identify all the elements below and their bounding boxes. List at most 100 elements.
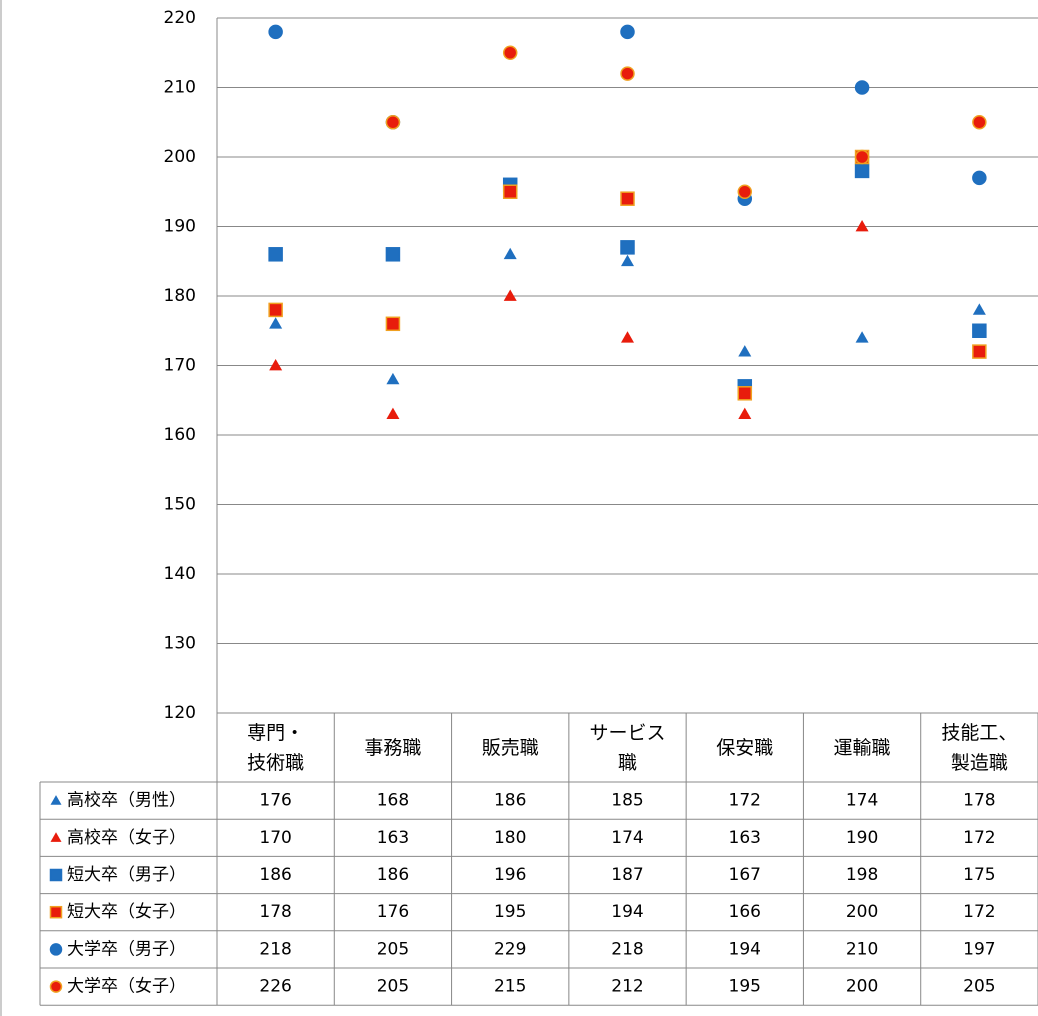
legend-label: 短大卒（女子） xyxy=(67,902,186,922)
marker xyxy=(737,386,753,401)
table-cell: 168 xyxy=(377,791,409,811)
table-cell: 176 xyxy=(377,902,409,922)
table-cell: 167 xyxy=(729,865,761,885)
table-cell: 175 xyxy=(963,865,995,885)
legend-entry: 大学卒（女子） xyxy=(49,977,186,997)
table-cell: 212 xyxy=(611,977,643,997)
marker xyxy=(972,344,987,359)
y-tick-label: 180 xyxy=(164,286,196,306)
marker xyxy=(386,407,400,420)
marker xyxy=(386,372,400,385)
legend-label: 大学卒（女子） xyxy=(67,977,186,997)
table-cell: 226 xyxy=(259,977,291,997)
marker xyxy=(385,316,401,332)
table-cell: 200 xyxy=(846,902,878,922)
table-cell: 205 xyxy=(963,977,995,997)
x-tick-label: 技能工、 製造職 xyxy=(941,721,1018,774)
y-tick-label: 190 xyxy=(164,217,196,237)
table-cell: 196 xyxy=(494,865,526,885)
y-tick-label: 160 xyxy=(164,425,196,445)
marker xyxy=(49,868,63,882)
legend-label: 高校卒（男性） xyxy=(67,791,186,811)
legend-label: 大学卒（男子） xyxy=(67,939,186,959)
marker xyxy=(854,80,870,95)
marker xyxy=(268,302,283,318)
marker xyxy=(620,66,635,81)
marker xyxy=(385,115,401,130)
y-tick-label: 150 xyxy=(164,495,196,515)
table-cell: 210 xyxy=(846,939,878,959)
marker xyxy=(972,303,986,315)
plot-area xyxy=(268,24,987,420)
table-cell: 174 xyxy=(611,828,643,848)
table-cell: 218 xyxy=(611,939,643,959)
table-cell: 187 xyxy=(611,865,643,885)
marker xyxy=(738,345,752,357)
y-tick-label: 130 xyxy=(164,634,196,654)
marker xyxy=(50,832,62,842)
x-tick-label: 事務職 xyxy=(364,736,422,759)
y-tick-label: 140 xyxy=(164,564,196,584)
table-cell: 176 xyxy=(259,791,291,811)
marker xyxy=(972,170,987,186)
legend-entry: 高校卒（女子） xyxy=(50,828,186,848)
table-cell: 172 xyxy=(963,902,995,922)
marker xyxy=(620,191,635,206)
table-cell: 205 xyxy=(377,977,409,997)
y-tick-label: 120 xyxy=(164,703,196,723)
marker xyxy=(854,149,870,165)
table-cell: 186 xyxy=(259,865,291,885)
marker xyxy=(50,795,62,805)
marker xyxy=(502,45,518,60)
marker xyxy=(855,220,869,232)
marker xyxy=(49,943,63,956)
marker xyxy=(620,240,635,255)
table-cell: 215 xyxy=(494,977,526,997)
marker xyxy=(620,24,635,40)
x-tick-label: 専門・ 技術職 xyxy=(247,721,305,774)
table-cell: 205 xyxy=(377,939,409,959)
table-cell: 198 xyxy=(846,865,878,885)
x-tick-label: 運輸職 xyxy=(833,736,891,759)
legend-label: 短大卒（男子） xyxy=(67,865,186,885)
legend-entry: 大学卒（男子） xyxy=(49,939,186,959)
marker xyxy=(49,905,63,919)
table-cell: 186 xyxy=(377,865,409,885)
table-cell: 186 xyxy=(494,791,526,811)
table-cell: 195 xyxy=(494,902,526,922)
table-cell: 185 xyxy=(611,791,643,811)
marker xyxy=(621,254,634,267)
y-tick-label: 200 xyxy=(164,147,196,167)
marker xyxy=(503,289,517,301)
table-cell: 190 xyxy=(846,828,878,848)
y-tick-label: 170 xyxy=(164,356,196,376)
table-cell: 195 xyxy=(729,977,761,997)
marker xyxy=(972,115,987,130)
marker xyxy=(268,247,283,262)
table-cell: 200 xyxy=(846,977,878,997)
y-tick-label: 210 xyxy=(164,78,196,98)
legend-entry: 短大卒（女子） xyxy=(49,902,186,922)
table-cell: 163 xyxy=(377,828,409,848)
marker xyxy=(854,163,870,179)
marker xyxy=(972,323,987,338)
legend-label: 高校卒（女子） xyxy=(67,828,186,848)
marker xyxy=(268,24,283,40)
table-cell: 178 xyxy=(259,902,291,922)
legend-entry: 短大卒（男子） xyxy=(49,865,186,885)
table-cell: 178 xyxy=(963,791,995,811)
table-cell: 218 xyxy=(259,939,291,959)
table-cell: 174 xyxy=(846,791,878,811)
table-cell: 170 xyxy=(259,828,291,848)
marker xyxy=(269,317,283,329)
table-cell: 163 xyxy=(729,828,761,848)
marker xyxy=(855,331,869,343)
legend-entry: 高校卒（男性） xyxy=(50,791,186,811)
marker xyxy=(621,331,634,343)
table-cell: 180 xyxy=(494,828,526,848)
x-tick-label: サービス 職 xyxy=(589,721,666,774)
marker xyxy=(385,247,401,262)
table-cell: 172 xyxy=(963,828,995,848)
